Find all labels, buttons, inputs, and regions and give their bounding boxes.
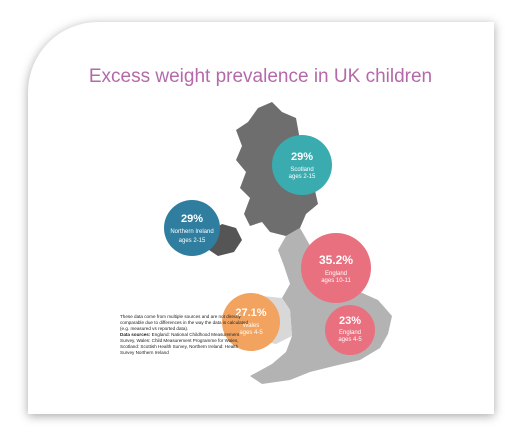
ages: ages 2-15	[289, 174, 316, 180]
sources-label: Data sources:	[120, 332, 151, 337]
note-text: These data come from multiple sources an…	[120, 314, 249, 331]
ages: ages 2-15	[179, 238, 206, 244]
bubble	[301, 233, 371, 303]
region: England	[339, 330, 361, 336]
sources: Data sources: England: National Childhoo…	[120, 332, 250, 356]
ages: ages 4-5	[239, 330, 263, 336]
region: Scotland	[290, 167, 313, 173]
value: 29%	[181, 213, 203, 225]
region: Wales	[243, 323, 259, 329]
value: 23%	[339, 315, 361, 327]
bubble	[222, 293, 280, 351]
value: 27.1%	[235, 307, 266, 319]
value: 35.2%	[319, 253, 353, 267]
region: Northern Ireland	[170, 229, 213, 235]
bubble	[164, 200, 220, 256]
ages: ages 4-5	[338, 337, 362, 343]
sources-text: England: National Childhood Measurement …	[120, 332, 240, 355]
ages: ages 10-11	[321, 278, 351, 284]
region: England	[325, 271, 347, 277]
title: Excess weight prevalence in UK children	[88, 66, 433, 87]
value: 29%	[291, 151, 313, 163]
note: These data come from multiple sources an…	[120, 314, 250, 356]
bubble	[325, 305, 375, 355]
bubble	[272, 135, 332, 195]
